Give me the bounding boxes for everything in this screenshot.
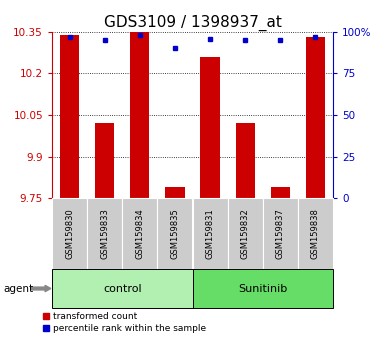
Bar — [130, 32, 149, 198]
Text: control: control — [103, 284, 142, 293]
Bar — [87, 198, 122, 269]
Bar — [52, 198, 87, 269]
Bar — [228, 198, 263, 269]
Bar — [236, 124, 255, 198]
Bar — [95, 124, 114, 198]
Title: GDS3109 / 1398937_at: GDS3109 / 1398937_at — [104, 14, 281, 30]
Bar — [60, 35, 79, 198]
Bar — [157, 198, 192, 269]
Bar — [52, 269, 192, 308]
Text: GSM159838: GSM159838 — [311, 208, 320, 259]
Text: Sunitinib: Sunitinib — [238, 284, 287, 293]
Text: GSM159830: GSM159830 — [65, 208, 74, 259]
Bar — [263, 198, 298, 269]
Bar — [271, 187, 290, 198]
Text: GSM159833: GSM159833 — [100, 208, 109, 259]
Bar — [122, 198, 157, 269]
Text: GSM159835: GSM159835 — [171, 208, 179, 259]
Text: GSM159834: GSM159834 — [135, 208, 144, 259]
Text: agent: agent — [4, 284, 34, 293]
Legend: transformed count, percentile rank within the sample: transformed count, percentile rank withi… — [43, 313, 206, 333]
Bar — [201, 57, 220, 198]
Text: GSM159837: GSM159837 — [276, 208, 285, 259]
Bar — [298, 198, 333, 269]
Text: GSM159831: GSM159831 — [206, 208, 214, 259]
Bar — [192, 269, 333, 308]
Bar — [192, 198, 228, 269]
Bar — [165, 187, 184, 198]
Text: GSM159832: GSM159832 — [241, 208, 250, 259]
Bar — [306, 38, 325, 198]
